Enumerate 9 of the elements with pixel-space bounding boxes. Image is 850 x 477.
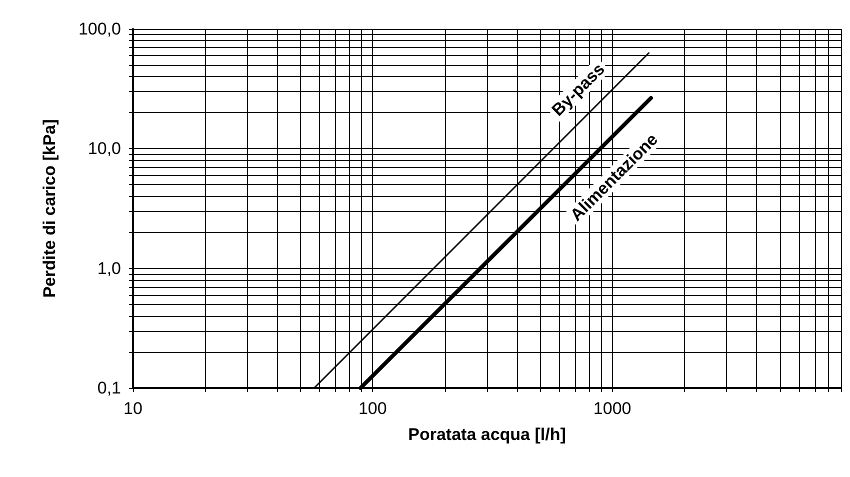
y-tick-label: 1,0 bbox=[97, 258, 121, 278]
x-tick-label: 100 bbox=[358, 399, 387, 418]
y-axis-title: Perdite di carico [kPa] bbox=[40, 119, 59, 298]
y-tick-label: 10,0 bbox=[88, 139, 121, 158]
x-tick-label: 1000 bbox=[593, 399, 632, 418]
x-axis-title: Poratata acqua [l/h] bbox=[408, 425, 566, 444]
y-tick-label: 0,1 bbox=[97, 378, 121, 398]
x-tick-label: 10 bbox=[124, 399, 142, 418]
y-tick-label: 100,0 bbox=[78, 20, 121, 38]
